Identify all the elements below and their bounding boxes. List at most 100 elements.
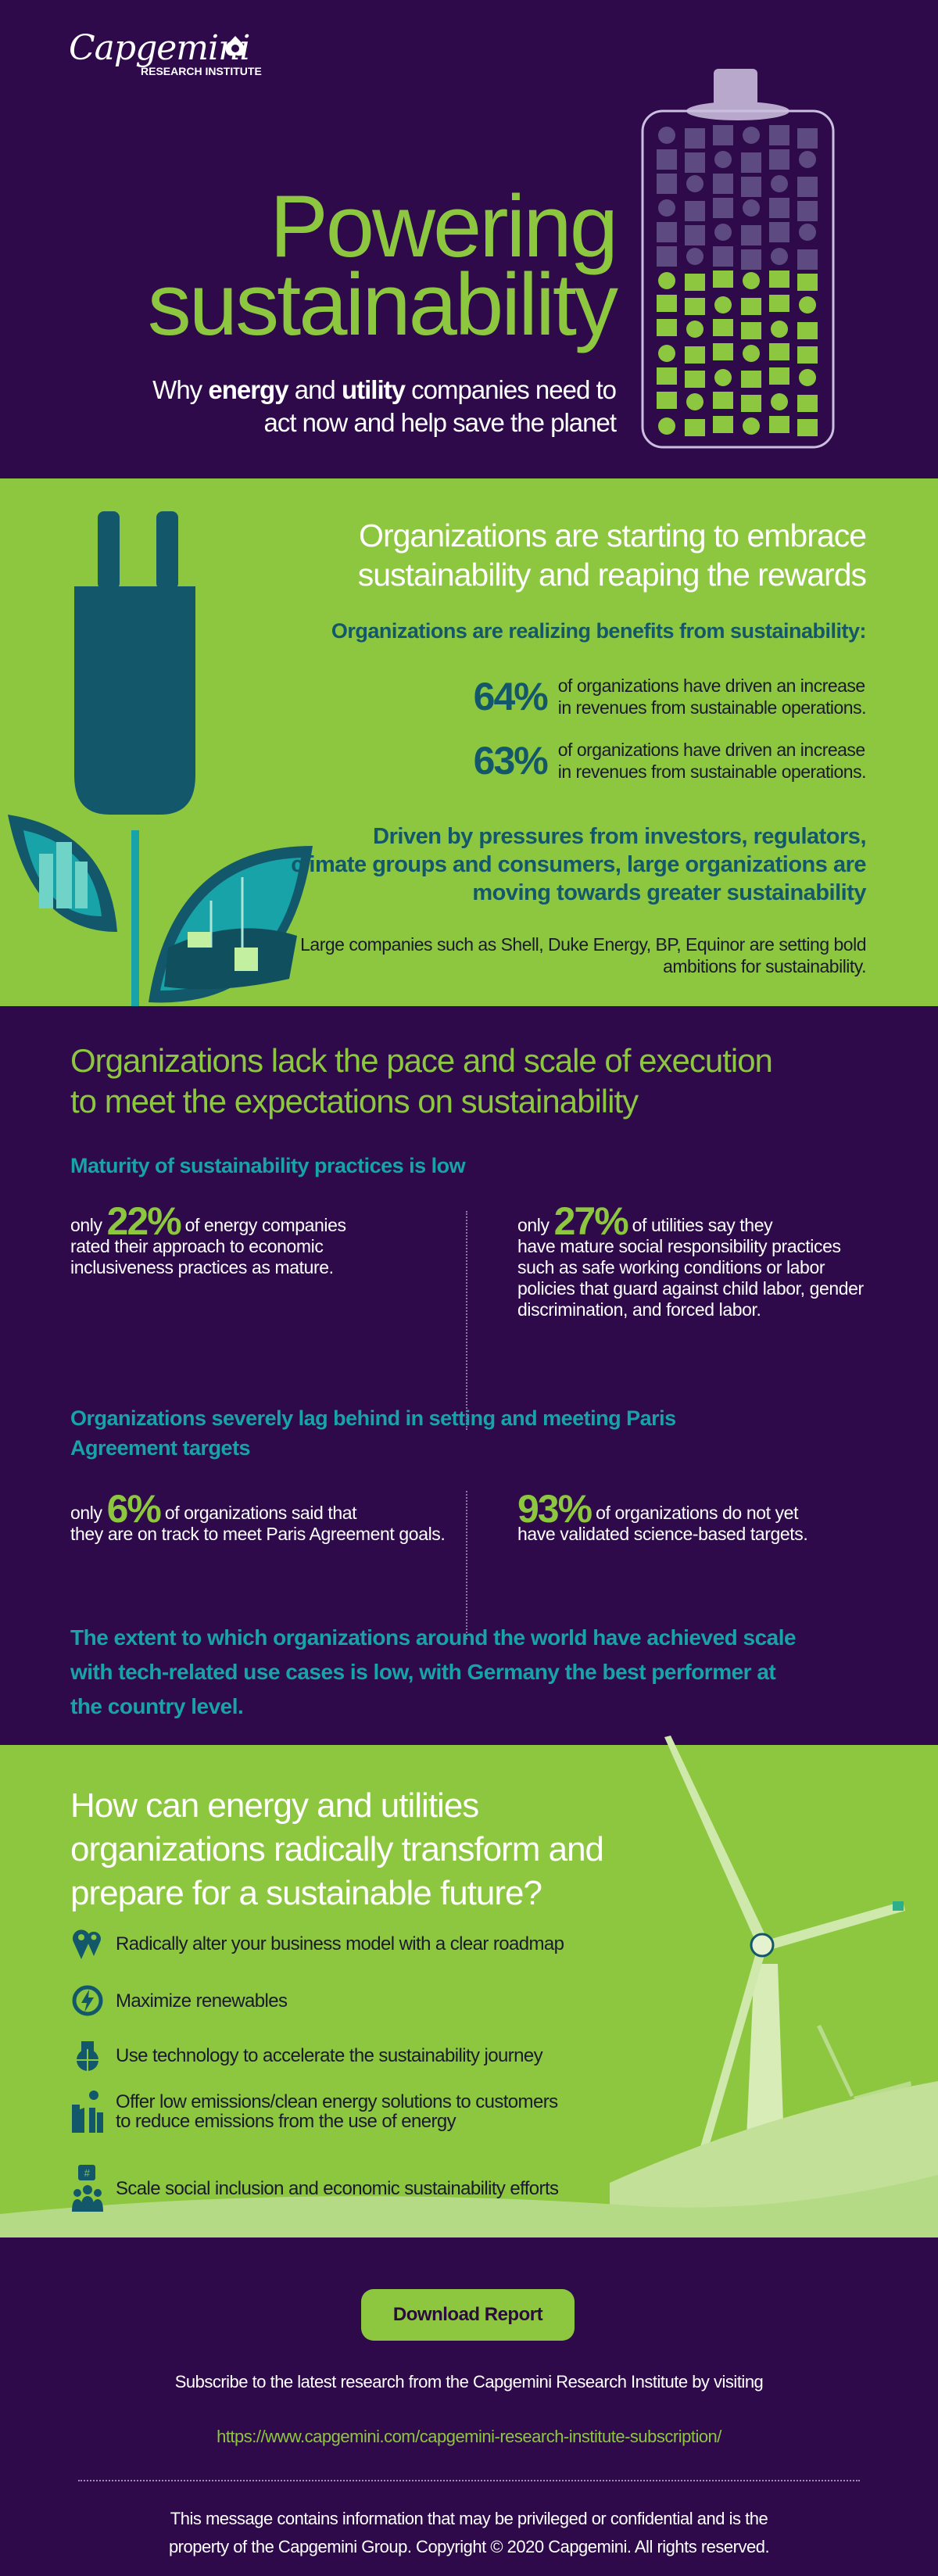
fossil-energy-icon	[771, 248, 788, 265]
renewable-energy-icon	[714, 369, 732, 386]
paragraph-line: moving towards greater sustainability	[472, 880, 866, 905]
paragraph-line: the country level.	[70, 1694, 244, 1718]
heading-line: sustainability and reaping the rewards	[357, 557, 867, 593]
stat-text: of energy companies	[180, 1215, 346, 1235]
stat-text: in revenues from sustainable operations.	[557, 761, 867, 782]
fossil-energy-icon	[713, 125, 733, 145]
renewable-energy-icon	[769, 416, 789, 433]
renewable-energy-icon	[797, 346, 818, 364]
paragraph-line: climate groups and consumers, large orga…	[291, 852, 866, 877]
paragraph-line: Large companies such as Shell, Duke Ener…	[300, 934, 866, 955]
drivers-paragraph: Driven by pressures from investors, regu…	[163, 822, 866, 907]
fossil-energy-icon	[685, 152, 705, 173]
renewable-energy-icon	[657, 295, 677, 312]
fossil-energy-icon	[658, 199, 675, 217]
renewable-energy-icon	[658, 272, 675, 289]
benefits-subheading: Organizations are realizing benefits fro…	[331, 619, 867, 643]
stat-value: 27%	[553, 1199, 629, 1243]
fossil-energy-icon	[797, 201, 818, 221]
stat-27: only 27% of utilities say they have matur…	[517, 1202, 877, 1320]
item-text: Use technology to accelerate the sustain…	[116, 2044, 543, 2066]
heading-line: to meet the expectations on sustainabili…	[70, 1083, 639, 1120]
footer-divider	[78, 2480, 860, 2481]
renewable-energy-icon	[771, 393, 788, 410]
renewable-energy-icon	[685, 371, 705, 388]
fossil-energy-icon	[657, 149, 677, 170]
stat-63: 63% of organizations have driven an incr…	[474, 738, 867, 783]
subscribe-link[interactable]: https://www.capgemini.com/capgemini-rese…	[217, 2427, 721, 2446]
subheading-line: Agreement targets	[70, 1436, 251, 1460]
footer-section: Download Report Subscribe to the latest …	[0, 2237, 938, 2576]
plug-prong	[156, 511, 178, 589]
stat-value: 22%	[106, 1199, 182, 1243]
fossil-energy-icon	[741, 177, 761, 197]
list-item-roadmap: Radically alter your business model with…	[70, 1926, 564, 1961]
fossil-energy-icon	[741, 249, 761, 270]
maturity-subheading: Maturity of sustainability practices is …	[70, 1154, 466, 1177]
stat-text: of organizations do not yet	[591, 1503, 799, 1523]
stat-value: 64%	[473, 675, 549, 718]
renewable-energy-icon	[713, 392, 733, 409]
turbine-blade	[664, 1736, 766, 1940]
renewable-energy-icon	[741, 371, 761, 388]
logo-subtitle: RESEARCH INSTITUTE	[141, 65, 262, 77]
clean-factory-icon	[72, 2091, 103, 2133]
renewable-energy-icon	[771, 321, 788, 338]
fossil-energy-icon	[741, 225, 761, 245]
legal-line: property of the Capgemini Group. Copyrig…	[168, 2537, 770, 2556]
renewable-energy-icon	[743, 417, 760, 435]
stat-text: of utilities say they	[627, 1215, 773, 1235]
list-item-renewables: Maximize renewables	[70, 1983, 288, 2018]
list-item-social-inclusion: # Scale social inclusion and economic su…	[70, 2163, 559, 2213]
section-heading: Organizations lack the pace and scale of…	[70, 1041, 773, 1122]
title-line: Powering	[270, 177, 618, 275]
download-report-button[interactable]: Download Report	[361, 2289, 575, 2341]
fossil-energy-icon	[743, 199, 760, 217]
closing-paragraph: The extent to which organizations around…	[70, 1621, 797, 1724]
list-item-technology: Use technology to accelerate the sustain…	[70, 2038, 543, 2073]
renewable-energy-icon	[769, 343, 789, 360]
subheading-line: Organizations severely lag behind in set…	[70, 1406, 676, 1430]
fossil-energy-icon	[685, 128, 705, 149]
renewable-energy-icon	[657, 367, 677, 385]
fossil-energy-icon	[797, 128, 818, 149]
stat-22: only 22% of energy companies rated their …	[70, 1202, 430, 1278]
stat-text: have validated science-based targets.	[517, 1524, 808, 1544]
stat-prefix: only	[70, 1215, 107, 1235]
subtitle-text: Why	[152, 375, 209, 404]
fossil-energy-icon	[797, 249, 818, 270]
companies-paragraph: Large companies such as Shell, Duke Ener…	[163, 933, 866, 977]
fossil-energy-icon	[741, 152, 761, 173]
renewable-energy-icon	[713, 270, 733, 288]
paragraph-line: The extent to which organizations around…	[70, 1625, 797, 1650]
fossil-energy-icon	[743, 127, 760, 144]
fossil-energy-icon	[799, 224, 816, 241]
hero-subtitle: Why energy and utility companies need to…	[53, 374, 617, 439]
hero-title: Powering sustainability	[69, 177, 618, 349]
section-heading: Organizations are starting to embrace su…	[241, 516, 867, 594]
subtitle-bold: energy	[208, 375, 288, 404]
stat-value: 93%	[517, 1487, 593, 1531]
stat-text: have mature social responsibility practi…	[517, 1236, 864, 1320]
fossil-energy-icon	[797, 177, 818, 197]
renewable-energy-icon	[713, 416, 733, 433]
stat-text: of organizations have driven an increase	[557, 675, 865, 696]
renewable-energy-icon	[685, 346, 705, 364]
heading-line: prepare for a sustainable future?	[70, 1874, 542, 1912]
fossil-energy-icon	[713, 198, 733, 218]
fossil-energy-icon	[769, 125, 789, 145]
heading-line: Organizations lack the pace and scale of…	[70, 1042, 773, 1079]
fossil-energy-icon	[658, 127, 675, 144]
heading-line: Organizations are starting to embrace	[359, 518, 867, 554]
stat-6: only 6% of organizations said that they a…	[70, 1489, 446, 1545]
item-text: Scale social inclusion and economic sust…	[116, 2177, 559, 2199]
capgemini-logo[interactable]: Capgemini RESEARCH INSTITUTE	[69, 28, 262, 77]
renewable-energy-icon	[769, 270, 789, 288]
subtitle-text: companies need to	[404, 375, 617, 404]
map-pin-icon	[73, 1929, 101, 1959]
globe-technology-icon	[77, 2041, 98, 2071]
fossil-energy-icon	[714, 151, 732, 168]
renewable-energy-icon	[797, 322, 818, 339]
renewable-energy-icon	[769, 367, 789, 385]
battery-illustration	[641, 69, 835, 449]
